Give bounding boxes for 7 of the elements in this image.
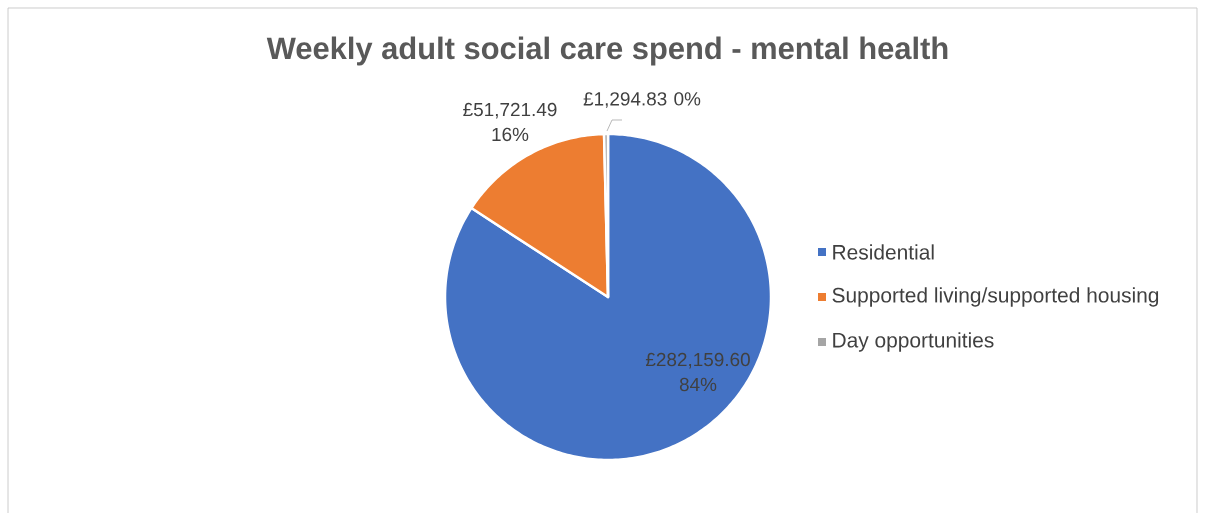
legend-label: Residential (833, 244, 934, 260)
legend-label: Supported living/supported housing (832, 287, 1159, 307)
chart-title: Weekly adult social care spend - mental health (266, 36, 948, 66)
data-label: £282,159.60 84% (645, 352, 750, 392)
legend-label: Day opportunities (833, 332, 994, 352)
data-label: £51,721.49 16% (463, 102, 557, 142)
data-label: £1,294.83 0% (583, 92, 701, 108)
